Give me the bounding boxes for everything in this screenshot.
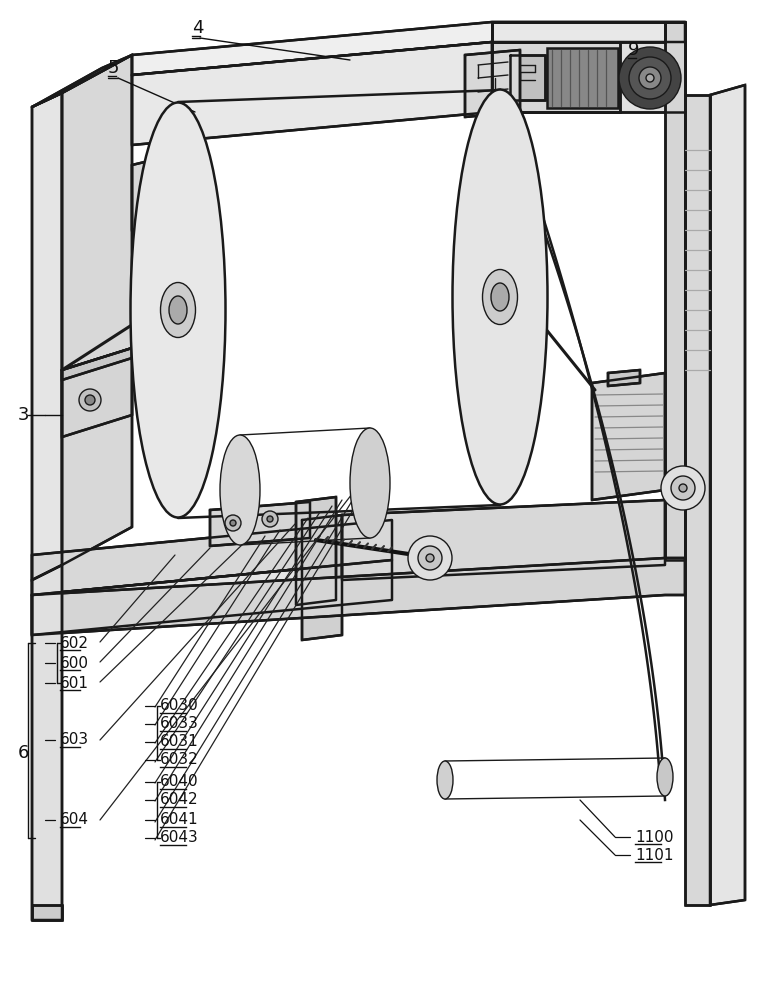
Circle shape — [408, 536, 452, 580]
Ellipse shape — [437, 761, 453, 799]
Text: 6041: 6041 — [160, 812, 199, 828]
Polygon shape — [132, 22, 685, 75]
Polygon shape — [608, 370, 640, 386]
Text: 603: 603 — [60, 732, 89, 748]
Polygon shape — [32, 520, 392, 595]
Polygon shape — [32, 565, 62, 920]
Ellipse shape — [350, 428, 390, 538]
Text: 601: 601 — [60, 676, 89, 690]
Ellipse shape — [619, 47, 681, 109]
Polygon shape — [62, 348, 132, 380]
Ellipse shape — [657, 758, 673, 796]
Text: 6040: 6040 — [160, 774, 199, 790]
Circle shape — [267, 516, 273, 522]
Circle shape — [671, 476, 695, 500]
Text: 1100: 1100 — [635, 830, 673, 844]
Polygon shape — [510, 55, 545, 100]
Polygon shape — [62, 348, 132, 437]
Polygon shape — [547, 48, 618, 108]
Text: 6032: 6032 — [160, 752, 199, 768]
Ellipse shape — [646, 74, 654, 82]
Polygon shape — [342, 500, 665, 580]
Text: 6043: 6043 — [160, 830, 199, 846]
Circle shape — [230, 520, 236, 526]
Polygon shape — [296, 497, 336, 605]
Polygon shape — [685, 95, 710, 905]
Text: 3: 3 — [18, 406, 30, 424]
Circle shape — [79, 389, 101, 411]
Polygon shape — [132, 150, 195, 230]
Ellipse shape — [131, 103, 226, 518]
Polygon shape — [32, 55, 132, 107]
Text: 604: 604 — [60, 812, 89, 828]
Ellipse shape — [482, 269, 518, 324]
Text: 600: 600 — [60, 656, 89, 670]
Polygon shape — [210, 502, 310, 546]
Polygon shape — [32, 560, 392, 635]
Circle shape — [85, 395, 95, 405]
Polygon shape — [592, 373, 665, 500]
Polygon shape — [32, 558, 685, 635]
Text: 5: 5 — [108, 59, 120, 77]
Circle shape — [225, 515, 241, 531]
Ellipse shape — [161, 282, 196, 338]
Polygon shape — [492, 42, 620, 112]
Ellipse shape — [491, 283, 509, 311]
Ellipse shape — [169, 296, 187, 324]
Text: 4: 4 — [192, 19, 204, 37]
Ellipse shape — [220, 435, 260, 545]
Text: 6042: 6042 — [160, 792, 199, 808]
Circle shape — [679, 484, 687, 492]
Text: 6033: 6033 — [160, 716, 199, 732]
Polygon shape — [132, 42, 492, 145]
Circle shape — [661, 466, 705, 510]
Polygon shape — [665, 22, 685, 560]
Polygon shape — [492, 22, 685, 112]
Polygon shape — [710, 85, 745, 905]
Circle shape — [262, 511, 278, 527]
Polygon shape — [302, 515, 342, 640]
Text: 1101: 1101 — [635, 848, 673, 862]
Ellipse shape — [639, 67, 661, 89]
Ellipse shape — [629, 57, 671, 99]
Text: 6030: 6030 — [160, 698, 199, 714]
Text: 602: 602 — [60, 636, 89, 650]
Ellipse shape — [453, 90, 547, 504]
Text: 6: 6 — [18, 744, 30, 762]
Circle shape — [426, 554, 434, 562]
Text: 9: 9 — [628, 41, 640, 59]
Circle shape — [418, 546, 442, 570]
Polygon shape — [465, 50, 520, 117]
Polygon shape — [32, 905, 62, 920]
Polygon shape — [62, 55, 132, 565]
Text: 6031: 6031 — [160, 734, 199, 750]
Polygon shape — [32, 93, 62, 580]
Polygon shape — [492, 22, 665, 42]
